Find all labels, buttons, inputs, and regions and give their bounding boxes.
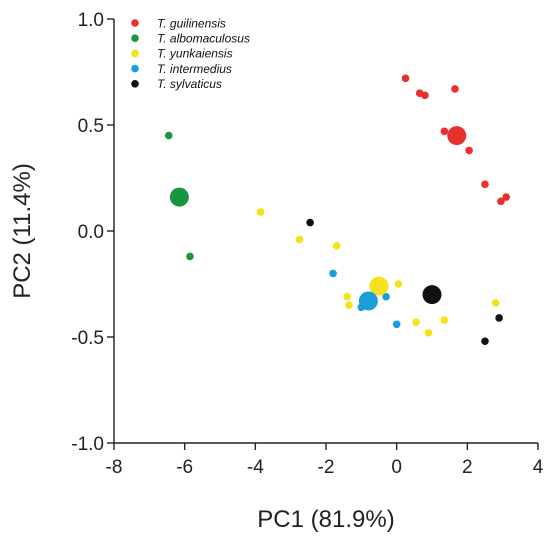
legend-label: T. sylvaticus [157, 77, 222, 91]
x-axis-title: PC1 (81.9%) [257, 506, 394, 533]
data-point [497, 197, 505, 206]
data-points [164, 74, 511, 346]
data-point [465, 146, 473, 155]
centroid-point [369, 276, 389, 296]
centroid-point [358, 291, 378, 311]
data-point [295, 235, 304, 244]
axes: -8 -6 -4 -2 0 2 4 -1.0 -0.5 0.0 0.5 1.0 [71, 10, 543, 478]
y-tick-label: -1.0 [71, 434, 104, 455]
data-point [401, 74, 410, 83]
legend-marker [131, 19, 139, 27]
data-point [491, 299, 500, 307]
centroid-point [422, 285, 442, 305]
x-tick-label: -2 [318, 457, 335, 478]
y-tick-label: 0.0 [78, 222, 104, 243]
x-tick-label: -8 [106, 457, 123, 478]
x-tick-label: -6 [176, 457, 193, 478]
legend-label: T. intermedius [157, 62, 232, 76]
data-point [306, 218, 314, 227]
data-point [440, 316, 449, 324]
data-point [495, 314, 503, 322]
data-point [424, 328, 433, 337]
data-point [502, 193, 511, 201]
data-point [440, 127, 449, 136]
data-point [345, 301, 353, 310]
x-tick-label: 2 [462, 457, 473, 478]
x-tick-label: 4 [533, 457, 544, 478]
legend-marker [131, 49, 139, 58]
legend-marker [131, 34, 139, 42]
y-tick-label: 0.5 [78, 116, 104, 137]
data-point [329, 269, 337, 278]
data-point [394, 280, 403, 288]
data-point [164, 131, 173, 140]
y-tick-label: -0.5 [71, 328, 104, 349]
data-point [481, 337, 489, 346]
x-tick-label: -4 [247, 457, 264, 478]
centroid-point [169, 187, 189, 207]
data-point [392, 320, 401, 329]
data-point [343, 292, 352, 301]
legend-label: T. albomaculosus [157, 32, 250, 46]
legend-marker [131, 80, 139, 88]
legend-marker [131, 64, 139, 73]
data-point [382, 292, 390, 301]
legend-label: T. guilinensis [157, 16, 226, 30]
data-point [332, 242, 341, 250]
centroid-point [447, 126, 467, 146]
data-point [421, 91, 429, 100]
data-point [451, 85, 459, 93]
y-axis-title: PC2 (11.4%) [9, 163, 36, 299]
legend-label: T. yunkaiensis [157, 47, 233, 61]
x-tick-label: 0 [391, 457, 402, 478]
y-tick-label: 1.0 [78, 10, 104, 31]
data-point [412, 318, 420, 326]
data-point [256, 208, 265, 216]
data-point [481, 180, 489, 189]
data-point [186, 252, 194, 261]
